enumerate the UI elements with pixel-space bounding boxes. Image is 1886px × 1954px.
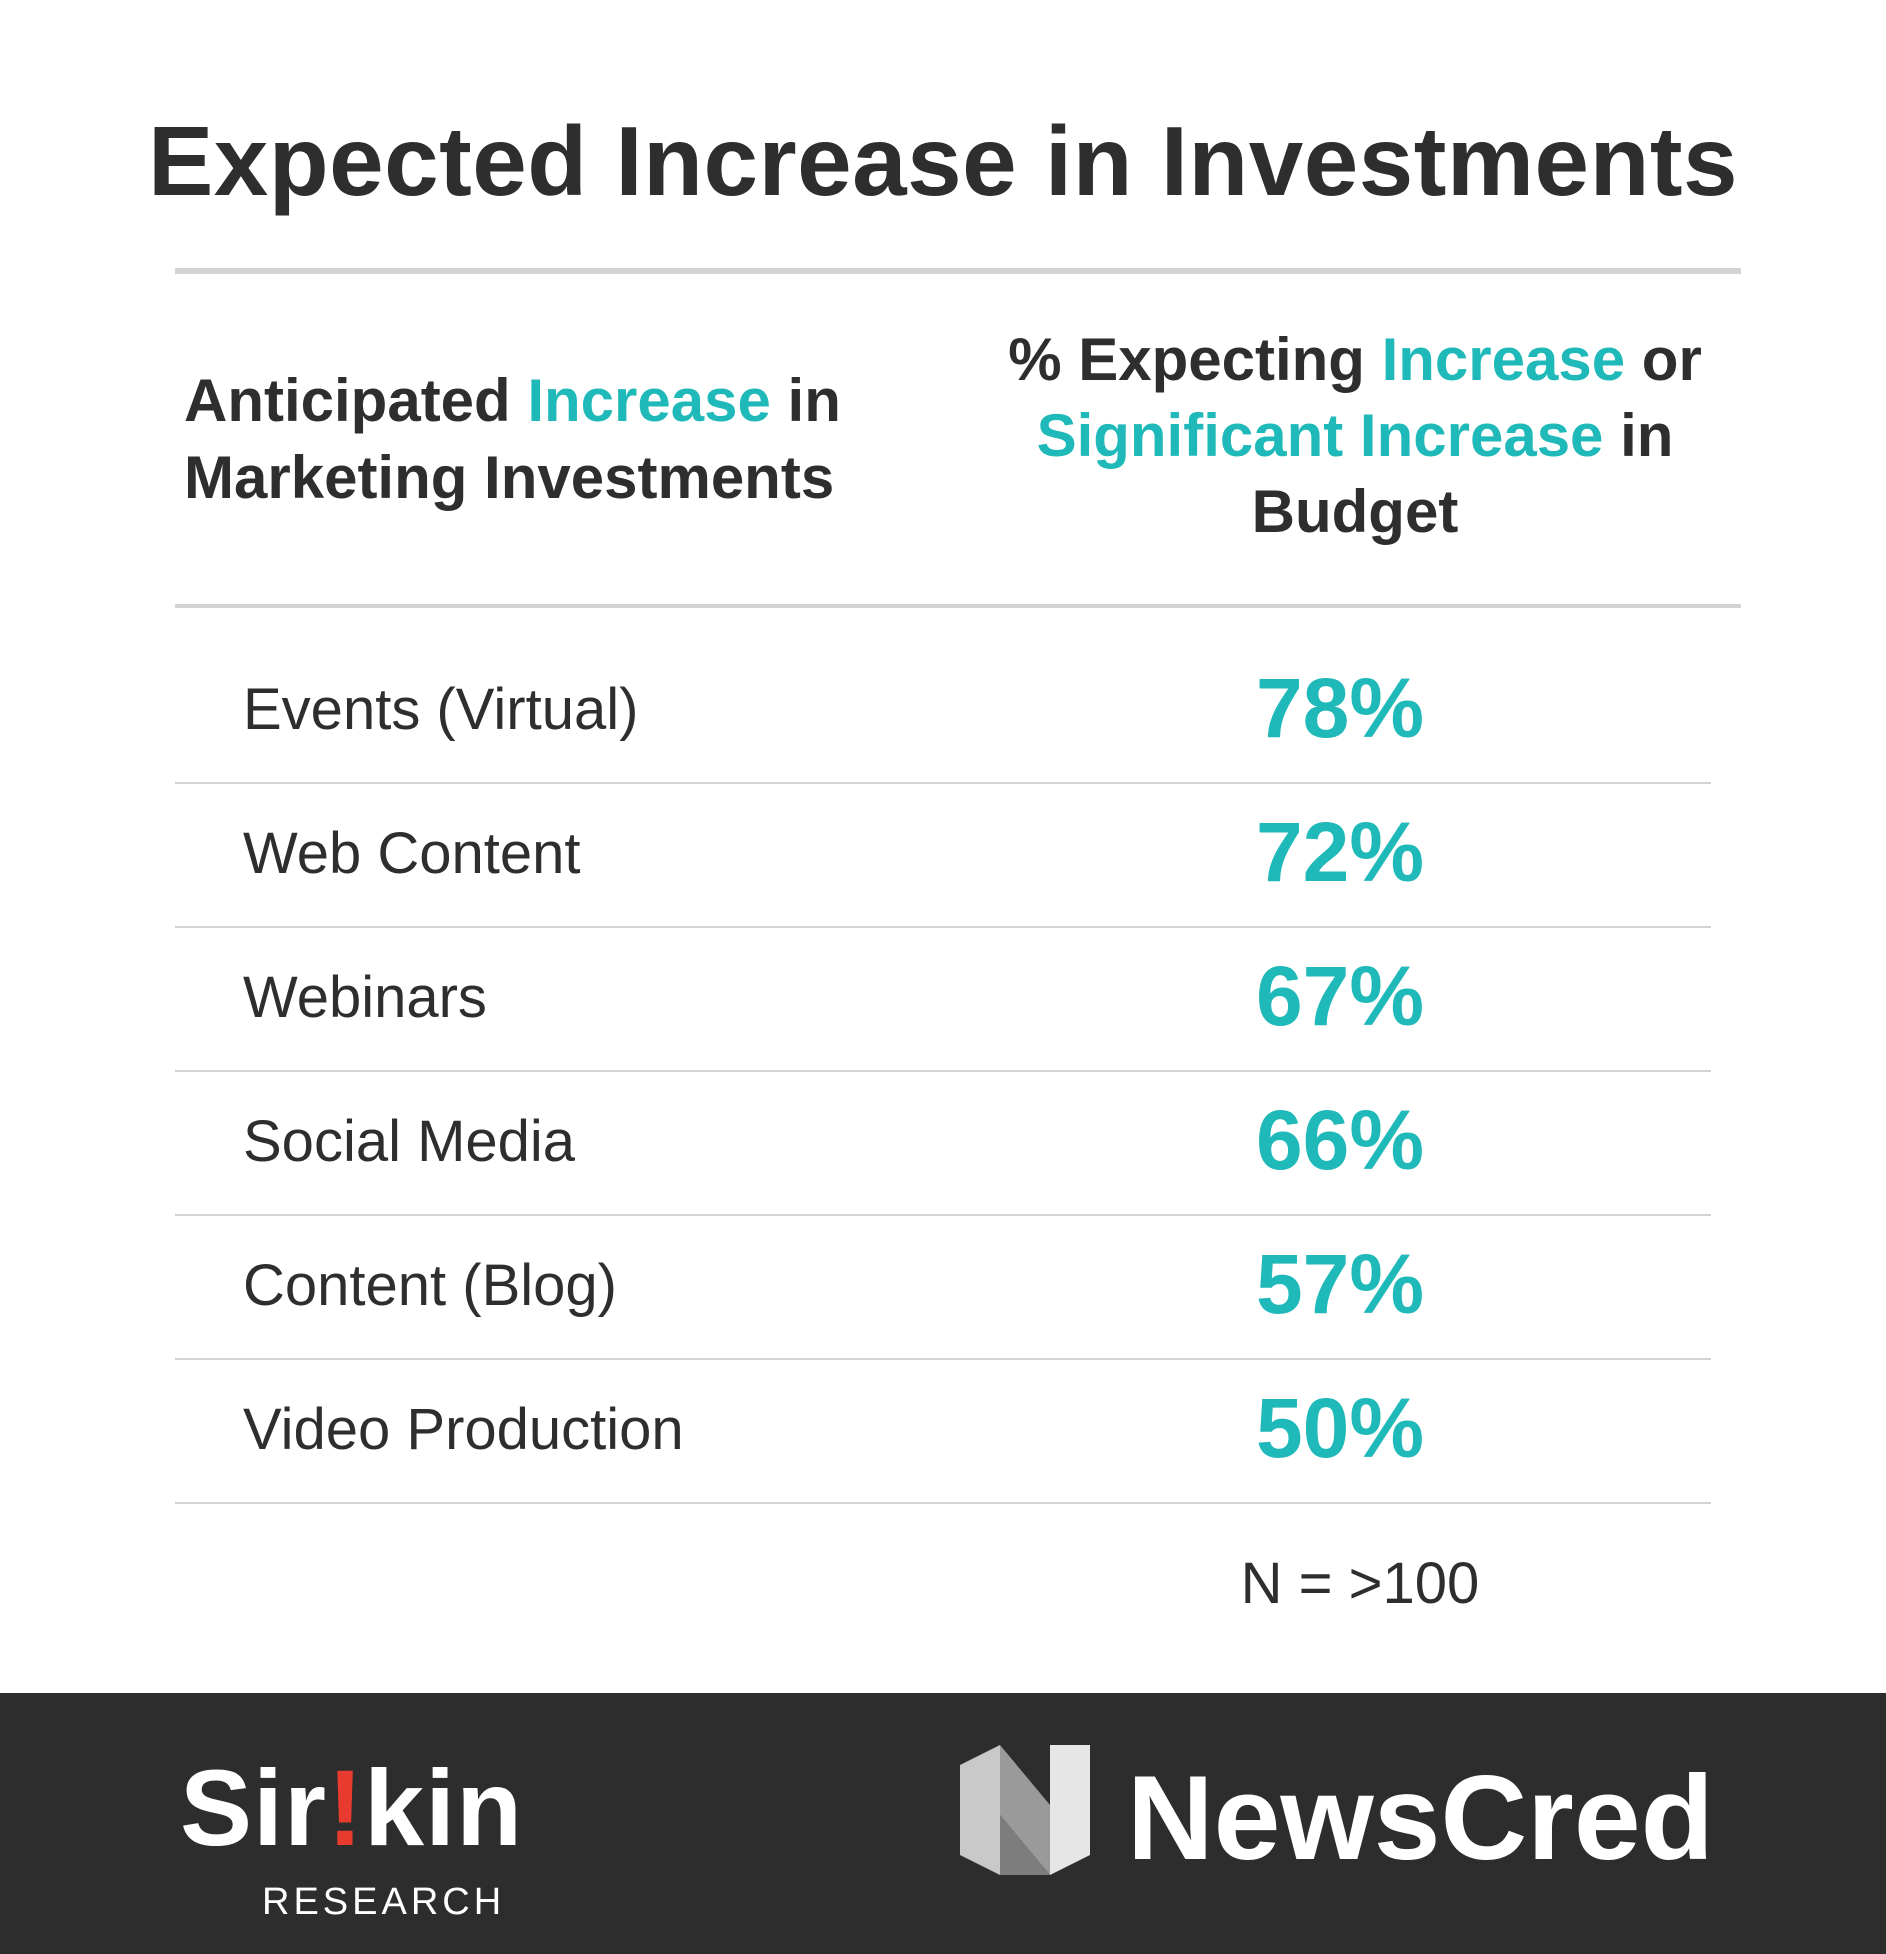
sample-size-note: N = >100 <box>1240 1551 1480 1616</box>
row-category-label: Social Media <box>243 1109 576 1174</box>
header-accent-text: Significant Increase <box>1036 402 1604 469</box>
row-percent-value: 67% <box>1255 949 1425 1043</box>
header-divider <box>175 604 1741 608</box>
footer-bar: Sir!kin RESEARCH NewsCred <box>0 1693 1886 1954</box>
table-row: Social Media 66% <box>175 1072 1711 1216</box>
chart-title: Expected Increase in Investments <box>147 106 1739 216</box>
header-text: in Marketing Investments <box>184 367 841 511</box>
top-divider <box>175 268 1741 274</box>
row-category-label: Events (Virtual) <box>243 677 639 742</box>
row-percent-value: 50% <box>1255 1381 1425 1475</box>
row-percent-value: 72% <box>1255 805 1425 899</box>
row-percent-value: 66% <box>1255 1093 1425 1187</box>
header-text: Anticipated <box>184 367 528 434</box>
row-category-label: Webinars <box>243 965 487 1030</box>
header-text: % Expecting <box>1008 326 1382 393</box>
newscred-logo-icon <box>960 1745 1090 1875</box>
column-header-category: Anticipated Increase in Marketing Invest… <box>184 362 944 516</box>
header-text: in Budget <box>1251 402 1674 545</box>
row-percent-value: 78% <box>1255 661 1425 755</box>
sirkin-logo: Sir!kin <box>180 1747 524 1868</box>
row-percent-value: 57% <box>1255 1237 1425 1331</box>
row-category-label: Web Content <box>243 821 581 886</box>
table-row: Web Content 72% <box>175 784 1711 928</box>
header-accent-text: Increase <box>527 367 771 434</box>
header-text: or <box>1625 326 1702 393</box>
row-category-label: Content (Blog) <box>243 1253 617 1318</box>
row-category-label: Video Production <box>243 1397 684 1462</box>
table-row: Content (Blog) 57% <box>175 1216 1711 1360</box>
column-header-value: % Expecting Increase or Significant Incr… <box>990 322 1720 550</box>
table-row: Events (Virtual) 78% <box>175 640 1711 784</box>
newscred-logo-text: NewsCred <box>1127 1751 1714 1885</box>
data-table: Events (Virtual) 78% Web Content 72% Webinar… <box>175 640 1711 1504</box>
sirkin-logo-subtitle: RESEARCH <box>262 1881 506 1923</box>
table-row: Webinars 67% <box>175 928 1711 1072</box>
table-row: Video Production 50% <box>175 1360 1711 1504</box>
header-accent-text: Increase <box>1381 326 1626 393</box>
